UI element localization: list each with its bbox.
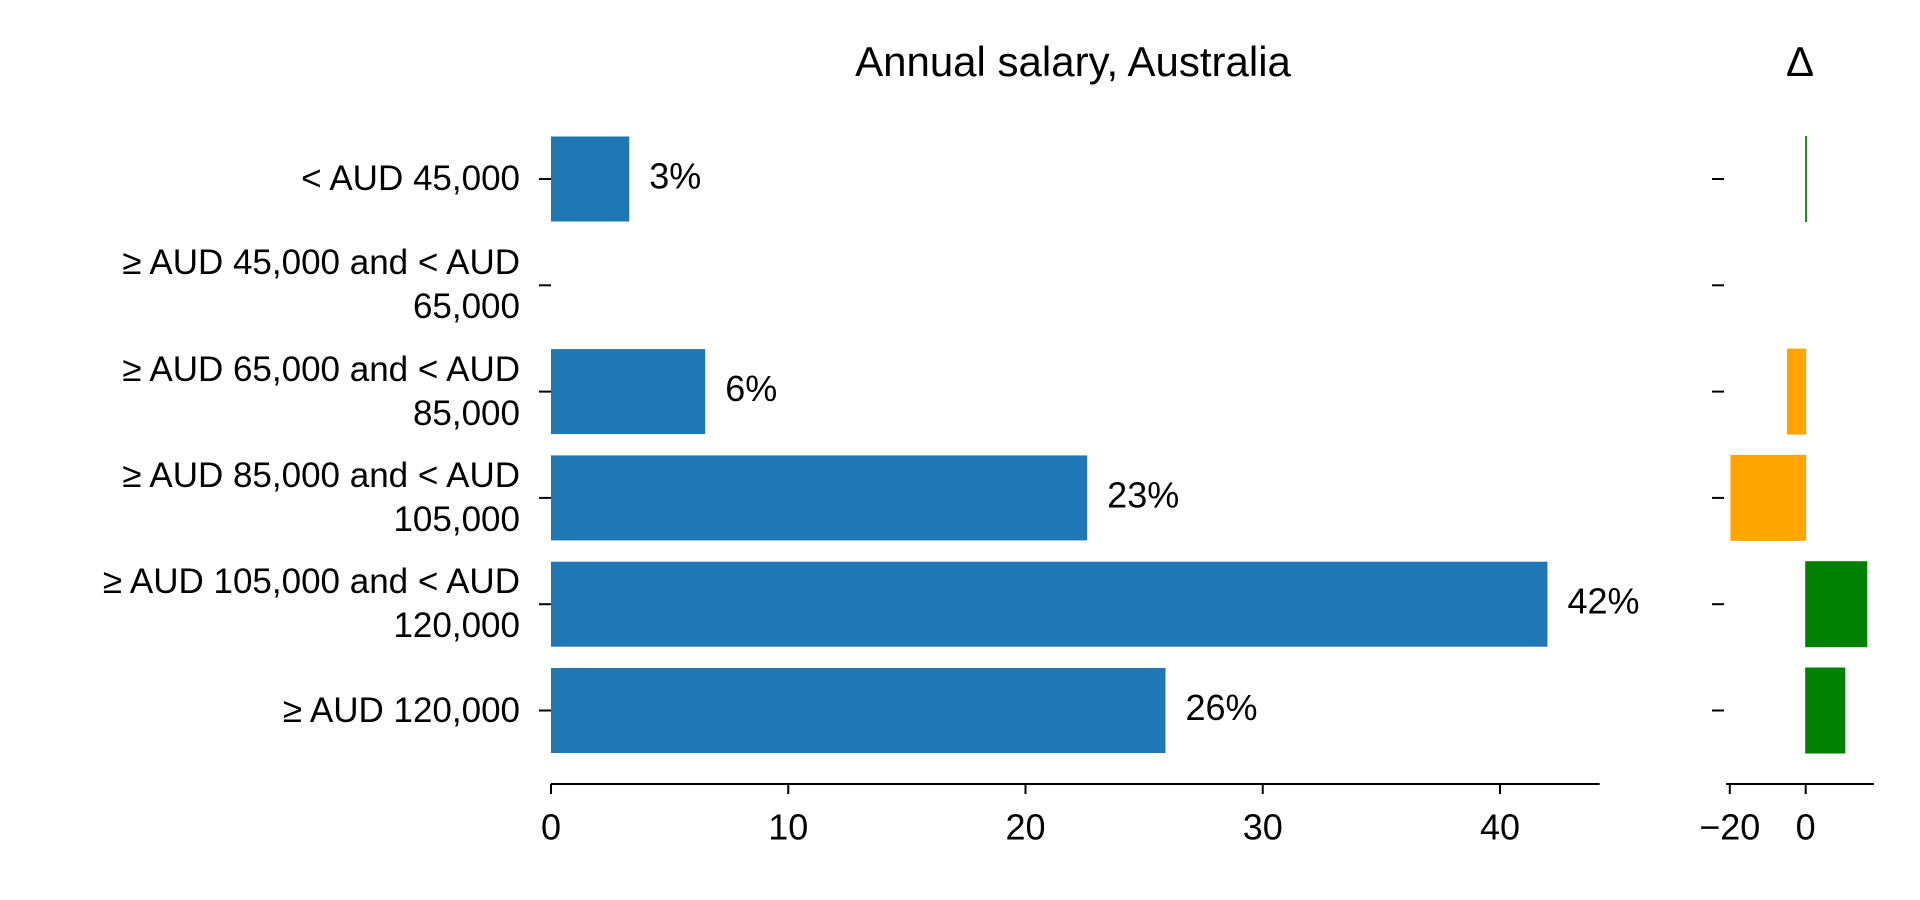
value-label: 23%	[1107, 474, 1179, 515]
value-label: 3%	[649, 156, 701, 197]
y-tick-label: ≥ AUD 105,000 and < AUD 120,000	[102, 562, 520, 646]
bar	[551, 136, 630, 222]
x-tick-label: 0	[541, 807, 561, 848]
bar	[551, 668, 1166, 753]
delta-bar	[1786, 348, 1807, 435]
value-label: 6%	[725, 368, 777, 409]
chart-title: Δ	[1786, 38, 1814, 85]
value-label: 42%	[1567, 581, 1639, 622]
x-tick-label: −20	[1699, 807, 1760, 848]
delta-bar	[1730, 454, 1807, 541]
x-tick-label: 0	[1796, 807, 1816, 848]
x-tick-label: 30	[1243, 807, 1283, 848]
bar	[551, 561, 1548, 647]
x-tick-label: 20	[1005, 807, 1045, 848]
value-label: 26%	[1185, 687, 1257, 728]
y-tick-label: < AUD 45,000	[301, 159, 520, 198]
x-tick-label: 10	[768, 807, 808, 848]
bar	[551, 455, 1088, 541]
y-tick-label: ≥ AUD 45,000 and < AUD 65,000	[122, 243, 520, 327]
x-tick-label: 40	[1480, 807, 1520, 848]
chart-title: Annual salary, Australia	[855, 38, 1291, 85]
y-tick-label: ≥ AUD 85,000 and < AUD 105,000	[122, 455, 520, 539]
y-tick-label: ≥ AUD 65,000 and < AUD 85,000	[122, 349, 520, 433]
y-tick-label: ≥ AUD 120,000	[282, 690, 520, 730]
delta-bar	[1805, 667, 1846, 754]
delta-bar	[1805, 561, 1868, 648]
delta-bar	[1805, 136, 1807, 222]
bar	[551, 349, 706, 435]
